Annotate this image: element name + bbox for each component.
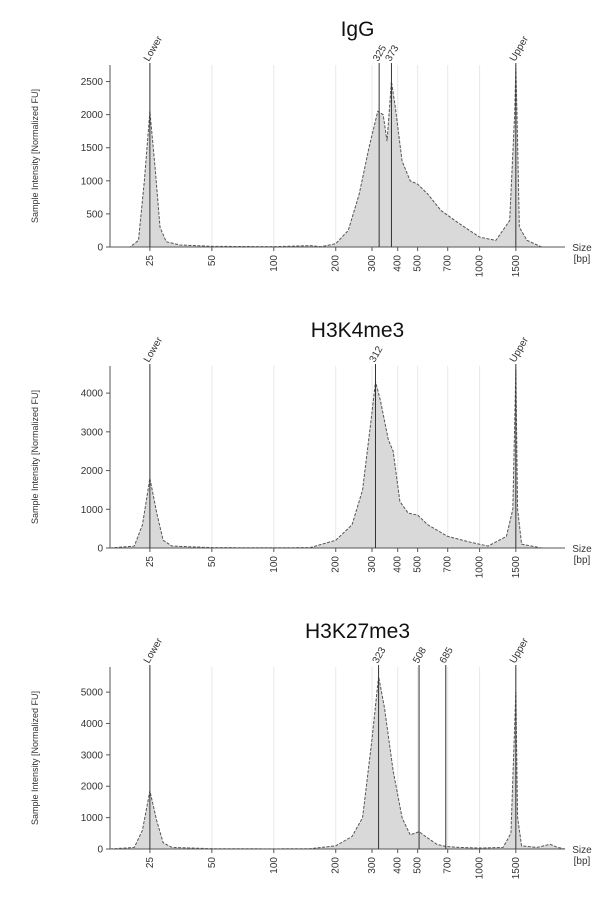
- y-axis-label: Sample Intensity [Normalized FU]: [30, 691, 40, 825]
- y-tick-label: 4000: [81, 389, 104, 400]
- peak-label: 323: [371, 645, 389, 665]
- x-tick-label: 400: [393, 857, 404, 874]
- x-tick-label: 500: [413, 857, 424, 874]
- y-tick-label: 1000: [81, 505, 104, 516]
- x-tick-label: 50: [207, 556, 218, 568]
- x-tick-label: 200: [331, 556, 342, 573]
- peak-label: 373: [384, 43, 402, 63]
- x-tick-label: 1500: [511, 857, 522, 880]
- x-tick-label: 50: [207, 857, 218, 869]
- chart-panel: H3K4me3 Sample Intensity [Normalized FU] S…: [30, 319, 592, 578]
- x-axis-label: Size: [572, 544, 592, 555]
- x-axis-label: [bp]: [574, 555, 591, 566]
- peak-label: Lower: [142, 335, 165, 365]
- chart-title: H3K4me3: [311, 319, 404, 342]
- x-tick-label: 1500: [511, 556, 522, 579]
- x-tick-label: 300: [367, 255, 378, 272]
- x-tick-label: 400: [393, 556, 404, 573]
- x-axis-label: Size: [572, 845, 592, 856]
- x-tick-label: 700: [443, 857, 454, 874]
- chart-title: H3K27me3: [305, 620, 410, 643]
- y-tick-label: 1500: [81, 143, 104, 154]
- peak-label: Upper: [508, 335, 531, 365]
- x-axis-label: Size: [572, 243, 592, 254]
- x-tick-label: 100: [269, 556, 280, 573]
- x-tick-label: 25: [145, 556, 156, 568]
- y-tick-label: 3000: [81, 427, 104, 438]
- x-tick-label: 400: [393, 255, 404, 272]
- y-axis-label: Sample Intensity [Normalized FU]: [30, 89, 40, 223]
- y-tick-label: 4000: [81, 719, 104, 730]
- chart-title: IgG: [341, 18, 375, 41]
- x-tick-label: 200: [331, 255, 342, 272]
- x-tick-label: 1500: [511, 255, 522, 278]
- peak-label: 685: [438, 645, 456, 665]
- x-tick-label: 1000: [475, 556, 486, 579]
- x-tick-label: 1000: [475, 857, 486, 880]
- y-tick-label: 2000: [81, 466, 104, 477]
- x-tick-label: 200: [331, 857, 342, 874]
- trace-area: [109, 369, 565, 549]
- x-tick-label: 300: [367, 857, 378, 874]
- y-tick-label: 5000: [81, 688, 104, 699]
- y-tick-label: 500: [86, 209, 103, 220]
- y-tick-label: 2000: [81, 782, 104, 793]
- y-tick-label: 1000: [81, 176, 104, 187]
- x-axis-label: [bp]: [574, 254, 591, 265]
- peak-label: Lower: [142, 34, 165, 64]
- peak-label: Upper: [508, 34, 531, 64]
- x-tick-label: 500: [413, 556, 424, 573]
- y-tick-label: 0: [97, 243, 103, 254]
- x-tick-label: 25: [145, 255, 156, 267]
- x-tick-label: 100: [269, 857, 280, 874]
- y-tick-label: 2000: [81, 110, 104, 121]
- chart-panel: IgG Sample Intensity [Normalized FU] Size[…: [30, 18, 592, 277]
- y-axis-label: Sample Intensity [Normalized FU]: [30, 390, 40, 524]
- x-tick-label: 700: [443, 255, 454, 272]
- x-tick-label: 500: [413, 255, 424, 272]
- x-tick-label: 700: [443, 556, 454, 573]
- y-tick-label: 2500: [81, 77, 104, 88]
- y-tick-label: 3000: [81, 750, 104, 761]
- y-tick-label: 0: [97, 544, 103, 555]
- x-tick-label: 50: [207, 255, 218, 267]
- x-tick-label: 100: [269, 255, 280, 272]
- y-tick-label: 1000: [81, 813, 104, 824]
- x-tick-label: 25: [145, 857, 156, 869]
- trace-area: [110, 68, 565, 248]
- x-tick-label: 1000: [475, 255, 486, 278]
- peak-label: Upper: [508, 636, 531, 666]
- chart-panel: H3K27me3 Sample Intensity [Normalized FU]…: [30, 620, 592, 879]
- x-axis-label: [bp]: [574, 856, 591, 867]
- peak-label: Lower: [142, 636, 165, 666]
- peak-label: 508: [411, 645, 429, 665]
- y-tick-label: 0: [97, 845, 103, 856]
- x-tick-label: 300: [367, 556, 378, 573]
- peak-label: 312: [368, 344, 386, 364]
- trace-area: [109, 676, 566, 850]
